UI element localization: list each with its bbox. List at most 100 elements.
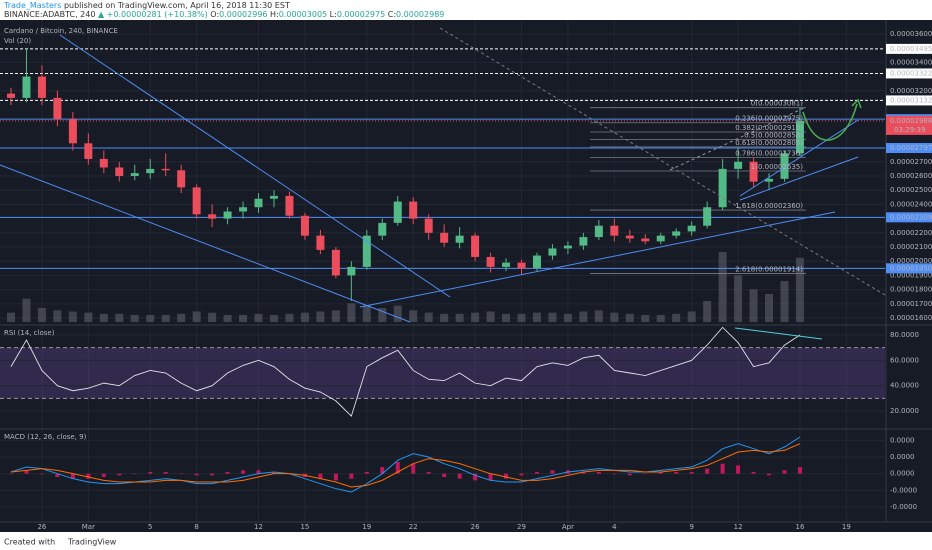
candle-body	[393, 201, 402, 223]
fib-label: 2.618(0.00001914)	[735, 265, 803, 273]
volume-bar	[718, 252, 727, 322]
volume-bar	[409, 310, 418, 322]
x-tick-label: 22	[409, 523, 418, 531]
y-tick-label: -0.0000	[890, 486, 917, 494]
y-tick-label: 0.00003200	[890, 87, 932, 95]
candle-body	[239, 207, 248, 212]
candle-body	[409, 201, 418, 219]
volume-bar	[687, 311, 696, 322]
y-tick-label: 0.00002500	[890, 186, 932, 194]
volume-bar	[130, 315, 139, 322]
macd-title: MACD (12, 26, close, 9)	[4, 433, 87, 441]
volume-bar	[532, 312, 541, 322]
candle-body	[780, 153, 789, 179]
trendline	[0, 164, 411, 323]
volume-bar	[269, 315, 278, 322]
volume-bar	[471, 312, 480, 322]
volume-bar	[161, 315, 170, 322]
level-label: 0.00003132	[890, 96, 932, 104]
x-tick-label: Apr	[562, 523, 574, 531]
volume-bar	[37, 308, 46, 322]
macd-histogram-bar	[411, 463, 416, 474]
countdown-label: 03:29:39	[894, 126, 925, 134]
level-label: 0.00003322	[890, 69, 932, 77]
candle-body	[130, 173, 139, 176]
x-tick-label: 4	[612, 523, 617, 531]
macd-histogram-bar	[504, 473, 509, 479]
candle-body	[347, 266, 356, 276]
x-tick-label: 8	[194, 523, 198, 531]
y-tick-label: 0.00003400	[890, 58, 932, 66]
x-tick-label: 12	[734, 523, 743, 531]
x-tick-label: 26	[37, 523, 46, 531]
macd-histogram-bar	[797, 467, 802, 474]
candle-body	[672, 231, 681, 236]
chart-background	[0, 20, 932, 532]
volume-label: Vol (20)	[4, 37, 31, 45]
change: ▲ +0.00000281 (+10.38%)	[98, 10, 208, 19]
volume-bar	[378, 308, 387, 322]
macd-histogram-bar	[705, 468, 710, 474]
y-tick-label: 0.00002100	[890, 243, 932, 251]
x-tick-label: 9	[689, 523, 693, 531]
x-tick-label: 15	[300, 523, 309, 531]
volume-bar	[780, 281, 789, 322]
y-tick-label: 0.00001900	[890, 271, 932, 279]
macd-histogram-bar	[39, 473, 44, 475]
candle-body	[223, 211, 232, 219]
candle-body	[300, 215, 309, 236]
y-tick-label: -0.0000	[890, 503, 917, 511]
rsi-title: RSI (14, close)	[4, 329, 55, 337]
fib-label: 1(0.00002635)	[751, 163, 803, 171]
level-label-box	[886, 143, 932, 154]
candle-body	[99, 158, 108, 168]
volume-bar	[84, 312, 93, 322]
rsi-divergence	[734, 327, 823, 340]
candle-body	[424, 218, 433, 233]
level-label-box	[886, 43, 932, 54]
y-tick-label: 20.0000	[890, 407, 919, 415]
volume-bar	[99, 313, 108, 322]
volume-bar	[362, 305, 371, 322]
volume-bar	[548, 312, 557, 322]
macd-histogram-bar	[210, 473, 215, 476]
volume-bar	[393, 305, 402, 322]
macd-histogram-bar	[720, 463, 725, 474]
y-tick-label: 0.00001700	[890, 300, 932, 308]
candle-body	[37, 76, 46, 98]
level-label-box	[886, 95, 932, 106]
volume-bar	[424, 312, 433, 322]
projection-arrow	[802, 103, 858, 141]
footer-bar	[0, 532, 932, 550]
trendline	[739, 119, 859, 197]
level-label: 0.00002797	[890, 144, 932, 152]
macd-histogram-bar	[395, 462, 400, 474]
y-tick-label: 0.00002600	[890, 172, 932, 180]
macd-histogram-bar	[349, 473, 354, 479]
rsi-line	[10, 326, 801, 417]
fib-label: 0.382(0.00002910)	[735, 124, 803, 132]
candle-body	[563, 245, 572, 249]
candle-body	[641, 238, 650, 242]
publish-line: Trade_Masters published on TradingView.c…	[3, 1, 290, 10]
volume-bar	[563, 313, 572, 322]
volume-bar	[254, 313, 263, 322]
macd-histogram-bar	[179, 473, 184, 475]
macd-line	[10, 443, 801, 488]
macd-histogram-bar	[658, 472, 663, 474]
macd-histogram-bar	[488, 473, 493, 481]
volume-bar	[68, 311, 77, 322]
candle-body	[471, 235, 480, 257]
macd-histogram-bar	[364, 472, 369, 474]
candle-body	[517, 262, 526, 269]
x-tick-label: 29	[517, 523, 526, 531]
macd-histogram-bar	[271, 472, 276, 474]
volume-bar	[115, 313, 124, 322]
y-tick-label: 0.00002000	[890, 257, 932, 265]
y-tick-label: 0.00002700	[890, 158, 932, 166]
macd-histogram-bar	[767, 473, 772, 476]
candle-body	[161, 168, 170, 171]
volume-bar	[223, 315, 232, 322]
